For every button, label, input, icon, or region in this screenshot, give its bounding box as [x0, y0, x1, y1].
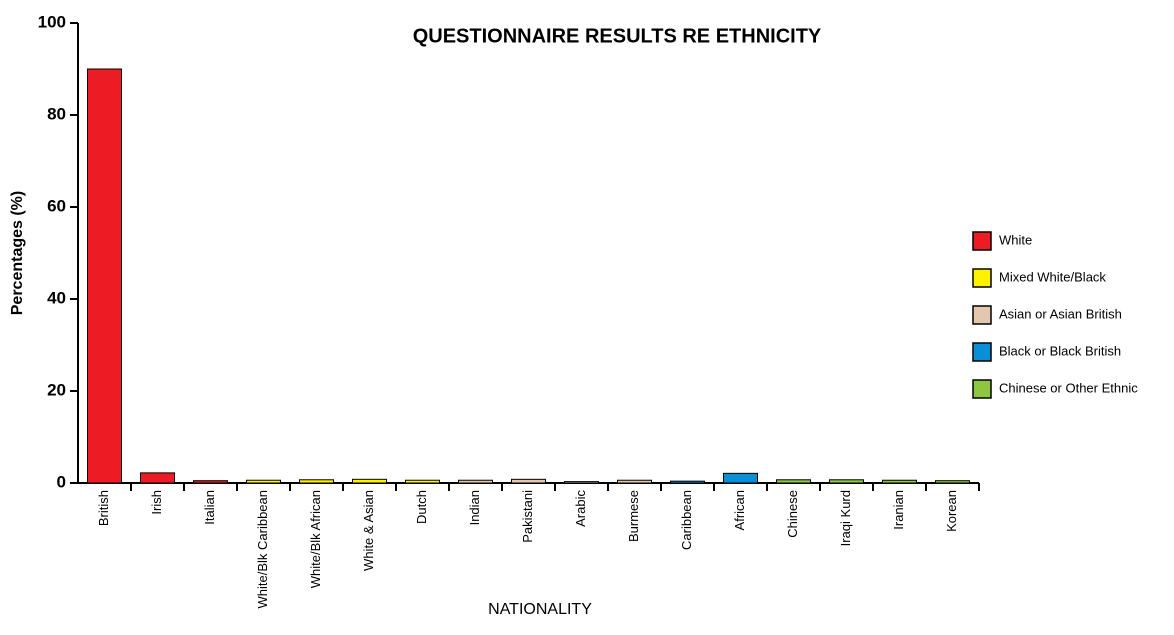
legend-label: Asian or Asian British — [999, 306, 1122, 321]
bar — [776, 479, 811, 484]
bar — [87, 68, 122, 484]
x-tick-label: Iraqi Kurd — [838, 490, 853, 546]
x-tick-label: White & Asian — [361, 490, 376, 571]
bar — [829, 479, 864, 484]
bar — [140, 472, 175, 484]
x-tick-label: Irish — [149, 490, 164, 515]
legend-label: Chinese or Other Ethnic — [999, 380, 1138, 395]
x-tick-label: Caribbean — [679, 490, 694, 550]
x-tick-label: Italian — [202, 490, 217, 525]
legend-label: White — [999, 232, 1032, 247]
y-tick-label: 60 — [47, 196, 66, 215]
chart-title: QUESTIONNAIRE RESULTS RE ETHNICITY — [413, 25, 822, 47]
x-tick-label: British — [96, 490, 111, 526]
x-tick-label: Iranian — [891, 490, 906, 530]
bar — [882, 479, 917, 484]
legend-swatch — [972, 305, 992, 325]
x-tick-label: Pakistani — [520, 490, 535, 543]
legend-label: Black or Black British — [999, 343, 1121, 358]
y-tick-label: 100 — [38, 12, 66, 31]
legend-swatch — [972, 231, 992, 251]
legend-label: Mixed White/Black — [999, 269, 1106, 284]
bar — [352, 478, 387, 484]
bar — [299, 479, 334, 484]
bar — [511, 478, 546, 484]
bar — [935, 480, 970, 484]
x-axis-label: NATIONALITY — [488, 601, 592, 618]
legend-swatch — [972, 379, 992, 399]
bar — [723, 472, 758, 484]
bar — [193, 480, 228, 484]
bar — [670, 480, 705, 484]
x-tick-label: Dutch — [414, 490, 429, 524]
bar — [564, 481, 599, 484]
y-tick-label: 40 — [47, 288, 66, 307]
y-tick-label: 80 — [47, 104, 66, 123]
legend-swatch — [972, 268, 992, 288]
x-tick-label: Korean — [944, 490, 959, 532]
y-tick-label: 0 — [57, 472, 66, 491]
legend-swatch — [972, 342, 992, 362]
x-tick-label: White/Blk Caribbean — [255, 490, 270, 609]
y-tick-label: 20 — [47, 380, 66, 399]
bar — [405, 479, 440, 484]
y-axis-label: Percentages (%) — [9, 191, 26, 316]
x-tick-label: Indian — [467, 490, 482, 525]
x-tick-label: African — [732, 490, 747, 530]
x-tick-label: Arabic — [573, 490, 588, 527]
x-tick-label: Burmese — [626, 490, 641, 542]
bar — [458, 479, 493, 484]
x-tick-label: White/Blk African — [308, 490, 323, 588]
bar — [617, 479, 652, 484]
bar — [246, 479, 281, 484]
x-tick-label: Chinese — [785, 490, 800, 538]
